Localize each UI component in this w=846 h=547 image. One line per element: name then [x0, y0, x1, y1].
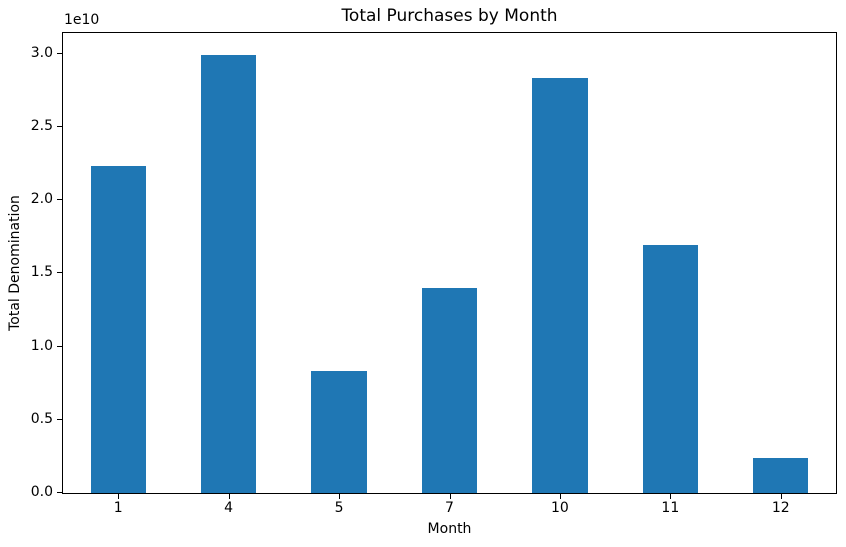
y-tick-mark: [57, 199, 62, 200]
y-tick-label: 0.0: [30, 484, 53, 500]
x-tick-label: 4: [224, 500, 234, 516]
x-tick-label: 11: [661, 500, 680, 516]
y-tick-mark: [57, 125, 62, 127]
x-tick-mark: [339, 494, 341, 499]
y-tick-mark: [57, 418, 62, 420]
bar-month-7: [421, 287, 478, 493]
bar-month-5: [311, 371, 367, 493]
plot-area: [62, 32, 837, 494]
x-tick-mark: [780, 494, 782, 499]
bar-month-10: [532, 78, 588, 493]
y-tick-label: 1.0: [30, 337, 53, 354]
y-axis-offset-text: 1e10: [64, 12, 100, 28]
y-tick-label: 1.5: [30, 264, 53, 281]
bar-month-4: [201, 54, 257, 493]
bar-month-11: [642, 245, 698, 493]
y-tick-mark: [57, 492, 62, 493]
bar-month-12: [753, 457, 809, 493]
x-tick-mark: [449, 494, 451, 499]
x-tick-label: 7: [445, 500, 454, 516]
y-tick-label: 2.0: [30, 191, 53, 207]
y-tick-mark: [57, 52, 62, 54]
x-tick-label: 1: [113, 500, 123, 516]
x-tick-mark: [670, 494, 672, 499]
y-tick-label: 2.5: [30, 117, 53, 134]
x-tick-label: 12: [771, 500, 790, 516]
y-tick-mark: [57, 272, 62, 274]
y-tick-mark: [57, 345, 62, 347]
y-tick-label: 0.5: [30, 410, 53, 427]
x-tick-mark: [118, 494, 120, 499]
x-axis-label: Month: [427, 521, 472, 537]
x-tick-mark: [559, 494, 561, 499]
bar-month-1: [90, 166, 146, 493]
x-tick-mark: [228, 494, 230, 499]
chart-title: Total Purchases by Month: [341, 6, 558, 26]
y-axis-label: Total Denomination: [7, 195, 23, 331]
x-tick-label: 10: [551, 500, 569, 516]
y-tick-label: 3.0: [30, 44, 53, 61]
x-tick-label: 5: [334, 500, 344, 516]
